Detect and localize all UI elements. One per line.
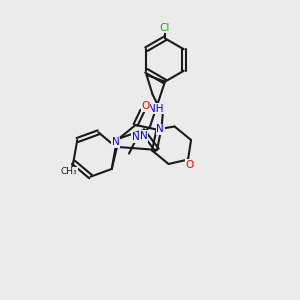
Text: N: N xyxy=(112,137,119,147)
Text: NH: NH xyxy=(148,103,163,113)
Text: CH₃: CH₃ xyxy=(61,167,77,176)
Text: N: N xyxy=(140,131,148,141)
Text: Cl: Cl xyxy=(160,23,170,33)
Text: O: O xyxy=(141,101,150,111)
Text: N: N xyxy=(156,124,164,134)
Text: O: O xyxy=(185,160,194,170)
Text: NH: NH xyxy=(132,132,147,142)
